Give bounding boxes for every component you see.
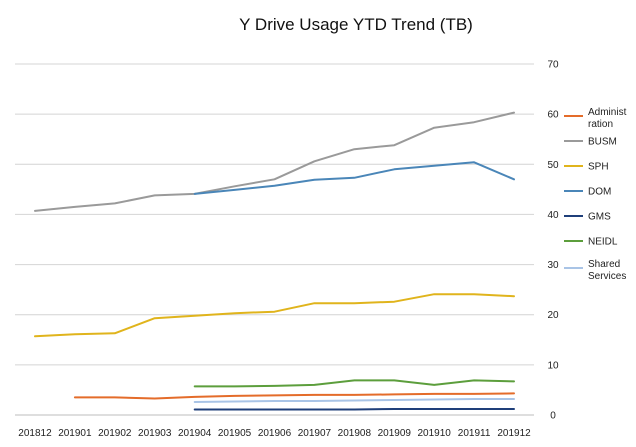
chart-title: Y Drive Usage YTD Trend (TB) xyxy=(239,15,473,34)
legend-label: DOM xyxy=(588,187,611,198)
series-lines xyxy=(34,111,515,411)
y-tick-label: 10 xyxy=(547,360,559,371)
y-tick-label: 60 xyxy=(547,110,559,121)
y-tick-label: 50 xyxy=(547,160,559,171)
series-line-2 xyxy=(34,293,515,338)
x-tick-label: 201912 xyxy=(497,428,531,439)
x-tick-label: 201901 xyxy=(58,428,92,439)
series-line-1 xyxy=(34,111,515,212)
x-tick-label: 201911 xyxy=(458,428,491,439)
x-tick-label: 201904 xyxy=(178,428,212,439)
y-tick-label: 40 xyxy=(547,210,559,221)
y-axis-ticks: 0 10 20 30 40 50 60 70 xyxy=(547,60,559,422)
x-tick-label: 201812 xyxy=(18,428,52,439)
legend: Administ ration BUSM SPH DOM GMS NEIDL Shared Se… xyxy=(564,107,627,282)
legend-label: SPH xyxy=(588,162,609,173)
legend-label: BUSM xyxy=(588,137,617,148)
series-line-3 xyxy=(193,161,515,195)
grid-lines xyxy=(15,63,534,416)
x-tick-label: 201905 xyxy=(218,428,252,439)
x-tick-label: 201903 xyxy=(138,428,172,439)
x-tick-label: 201902 xyxy=(98,428,132,439)
legend-label: Administ ration xyxy=(588,107,627,130)
legend-label: NEIDL xyxy=(588,237,618,248)
x-axis-ticks: 201812 201901 201902 201903 201904 201905 2019… xyxy=(18,428,531,439)
y-tick-label: 70 xyxy=(547,60,559,71)
y-tick-label: 20 xyxy=(547,310,559,321)
series-line-0 xyxy=(73,392,515,400)
series-line-4 xyxy=(193,408,515,411)
x-tick-label: 201907 xyxy=(298,428,332,439)
legend-label: Shared Services xyxy=(588,259,626,282)
x-tick-label: 201906 xyxy=(258,428,292,439)
x-tick-label: 201910 xyxy=(418,428,452,439)
series-line-5 xyxy=(193,379,515,388)
y-tick-label: 0 xyxy=(550,411,556,422)
x-tick-label: 201908 xyxy=(338,428,372,439)
series-line-6 xyxy=(193,398,515,403)
y-tick-label: 30 xyxy=(547,260,559,271)
x-tick-label: 201909 xyxy=(378,428,412,439)
legend-label: GMS xyxy=(588,212,611,223)
